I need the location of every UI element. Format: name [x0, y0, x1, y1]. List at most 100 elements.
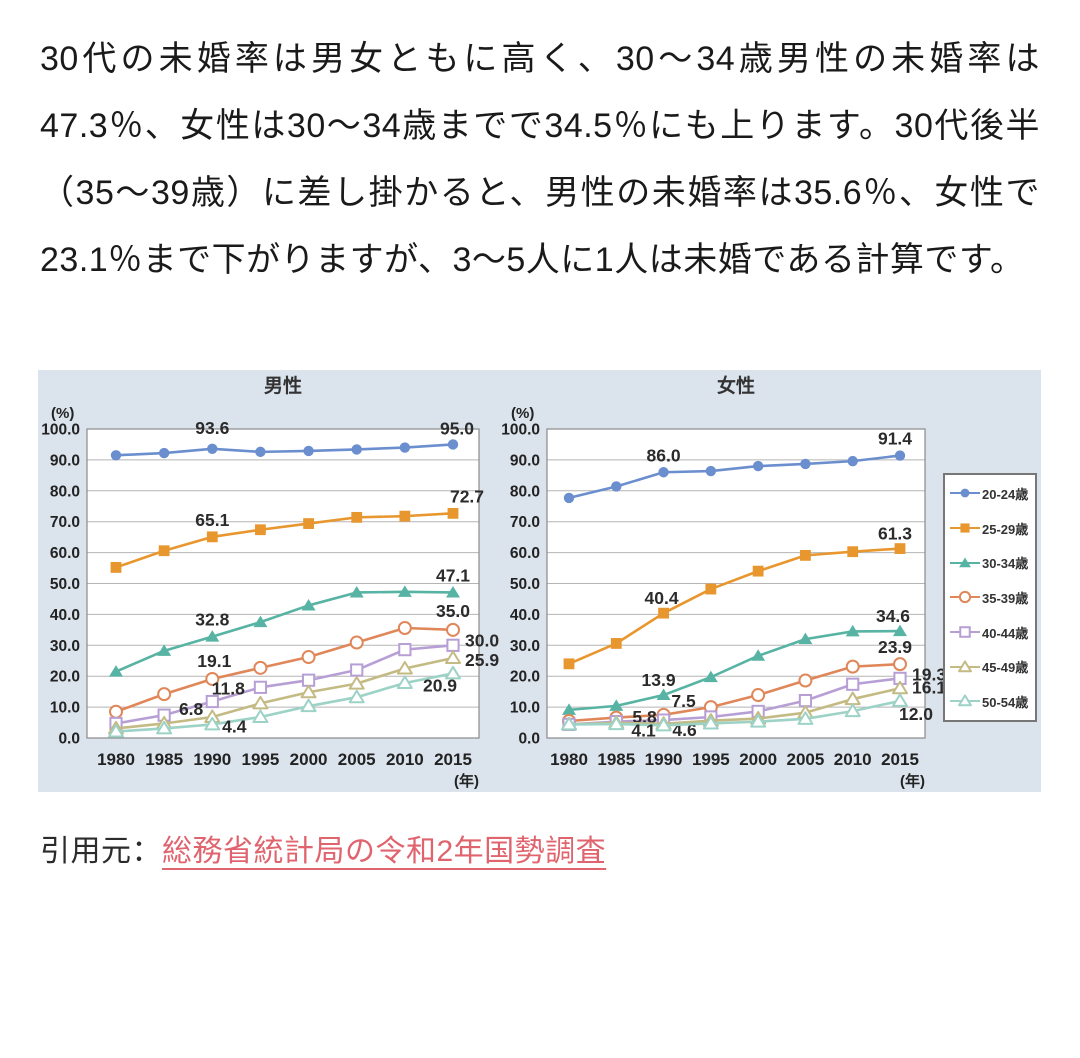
svg-text:16.1: 16.1 — [912, 677, 946, 697]
svg-text:72.7: 72.7 — [450, 486, 484, 506]
citation-prefix: 引用元： — [40, 834, 162, 868]
series-0: 86.0 91.4 — [563, 428, 912, 503]
legend-item: 50-54歳 — [950, 692, 1033, 711]
svg-text:2010: 2010 — [834, 750, 872, 769]
svg-text:50.0: 50.0 — [510, 576, 540, 593]
svg-text:60.0: 60.0 — [510, 545, 540, 562]
svg-text:12.0: 12.0 — [899, 704, 933, 724]
legend-item: 45-49歳 — [950, 657, 1033, 676]
x-unit-label: (年) — [454, 772, 479, 790]
series-0: 93.6 95.0 — [110, 418, 474, 461]
square-filled-marker-icon — [950, 523, 980, 533]
svg-text:4.4: 4.4 — [222, 716, 247, 736]
svg-text:2005: 2005 — [787, 750, 825, 769]
legend-item: 40-44歳 — [950, 623, 1033, 642]
svg-text:2015: 2015 — [881, 750, 919, 769]
svg-text:19.1: 19.1 — [197, 651, 231, 671]
legend-item: 20-24歳 — [950, 484, 1033, 503]
svg-text:30.0: 30.0 — [510, 638, 540, 655]
gridlines — [87, 459, 479, 708]
x-axis-labels: 1980 1985 1990 1995 2000 2005 2010 2015 — [550, 750, 919, 769]
svg-text:95.0: 95.0 — [440, 418, 474, 438]
triangle-filled-marker-icon — [950, 557, 980, 567]
legend-label: 25-29歳 — [982, 521, 1029, 537]
svg-text:25.9: 25.9 — [465, 650, 499, 670]
series-6: 4.1 12.0 — [561, 693, 933, 740]
svg-text:20.9: 20.9 — [423, 675, 457, 695]
x-axis-labels: 1980 1985 1990 1995 2000 2005 2010 2015 — [97, 750, 472, 769]
svg-text:1980: 1980 — [550, 750, 588, 769]
unmarried-rate-figure: 0.0 10.0 20.0 30.0 40.0 50.0 60.0 70.0 80.0 90.0 1… — [38, 369, 1041, 792]
svg-text:0.0: 0.0 — [518, 730, 540, 747]
x-unit-label: (年) — [900, 772, 925, 790]
chart-title: 男性 — [264, 374, 302, 397]
svg-text:80.0: 80.0 — [510, 483, 540, 500]
svg-text:32.8: 32.8 — [195, 610, 229, 630]
svg-text:1985: 1985 — [145, 750, 183, 769]
svg-text:86.0: 86.0 — [647, 445, 681, 465]
chart-title: 女性 — [717, 374, 755, 397]
svg-text:11.8: 11.8 — [212, 678, 245, 698]
svg-text:2000: 2000 — [739, 750, 777, 769]
svg-text:90.0: 90.0 — [510, 452, 540, 469]
svg-text:20.0: 20.0 — [510, 669, 540, 686]
legend-item: 30-34歳 — [950, 553, 1033, 572]
svg-text:23.9: 23.9 — [878, 637, 912, 657]
series-3: 7.5 23.9 — [562, 637, 912, 728]
svg-text:1990: 1990 — [193, 750, 231, 769]
triangle-open-marker-icon — [950, 660, 980, 672]
svg-text:0.0: 0.0 — [58, 730, 80, 747]
y-axis-labels: 0.0 10.0 20.0 30.0 40.0 50.0 60.0 70.0 80.0 90.0 1… — [41, 421, 80, 747]
svg-text:40.0: 40.0 — [510, 607, 540, 624]
legend-item: 25-29歳 — [950, 519, 1033, 538]
svg-text:40.4: 40.4 — [645, 588, 679, 608]
svg-text:1985: 1985 — [597, 750, 635, 769]
svg-text:13.9: 13.9 — [642, 670, 676, 690]
svg-text:6.8: 6.8 — [179, 699, 204, 719]
svg-text:47.1: 47.1 — [436, 565, 470, 585]
svg-text:2010: 2010 — [386, 750, 424, 769]
svg-text:10.0: 10.0 — [50, 699, 80, 716]
male-unmarried-rate-chart: 0.0 10.0 20.0 30.0 40.0 50.0 60.0 70.0 80.0 90.0 1… — [41, 374, 499, 790]
svg-text:93.6: 93.6 — [195, 418, 229, 438]
svg-text:91.4: 91.4 — [878, 428, 912, 448]
legend-label: 35-39歳 — [982, 590, 1029, 606]
chart-legend: 20-24歳 25-29歳 30-34歳 35-39歳 40-44歳 45-49歳 50-5… — [943, 472, 1037, 722]
series-4: 11.8 30.0 — [109, 630, 499, 730]
svg-text:65.1: 65.1 — [195, 510, 229, 530]
svg-text:30.0: 30.0 — [465, 630, 499, 650]
svg-text:61.3: 61.3 — [878, 523, 912, 543]
svg-text:1995: 1995 — [692, 750, 730, 769]
svg-text:35.0: 35.0 — [436, 601, 470, 621]
svg-text:40.0: 40.0 — [50, 607, 80, 624]
legend-label: 40-44歳 — [982, 625, 1029, 641]
intro-paragraph: 30代の未婚率は男女ともに高く、30〜34歳男性の未婚率は47.3％、女性は30… — [40, 40, 1040, 279]
svg-text:50.0: 50.0 — [50, 576, 80, 593]
svg-text:34.6: 34.6 — [876, 606, 910, 626]
svg-text:4.6: 4.6 — [672, 720, 697, 740]
y-unit-label: (%) — [511, 405, 534, 422]
series-2: 32.8 47.1 — [109, 565, 470, 677]
citation: 引用元：総務省統計局の令和2年国勢調査 — [40, 826, 1040, 870]
svg-text:2015: 2015 — [434, 750, 472, 769]
y-axis-labels: 0.0 10.0 20.0 30.0 40.0 50.0 60.0 70.0 80.0 90.0 1… — [501, 421, 540, 747]
female-unmarried-rate-chart: 0.0 10.0 20.0 30.0 40.0 50.0 60.0 70.0 80.0 90.0 1… — [501, 374, 946, 790]
circle-open-marker-icon — [950, 591, 980, 604]
series-1: 40.4 61.3 — [563, 523, 912, 670]
source-link[interactable]: 総務省統計局の令和2年国勢調査 — [162, 834, 607, 868]
svg-text:30.0: 30.0 — [50, 638, 80, 655]
plot-border — [546, 428, 926, 739]
legend-label: 50-54歳 — [982, 694, 1029, 710]
svg-text:7.5: 7.5 — [671, 691, 696, 711]
svg-text:100.0: 100.0 — [41, 421, 80, 438]
svg-text:19.3: 19.3 — [912, 664, 946, 684]
legend-label: 20-24歳 — [982, 486, 1029, 502]
svg-text:20.0: 20.0 — [50, 669, 80, 686]
series-6: 4.4 20.9 — [108, 665, 461, 738]
legend-label: 45-49歳 — [982, 660, 1029, 676]
plot-border — [86, 428, 480, 739]
svg-text:70.0: 70.0 — [50, 514, 80, 531]
svg-text:1990: 1990 — [645, 750, 683, 769]
svg-text:2005: 2005 — [338, 750, 376, 769]
triangle-open-marker-icon — [950, 694, 980, 707]
